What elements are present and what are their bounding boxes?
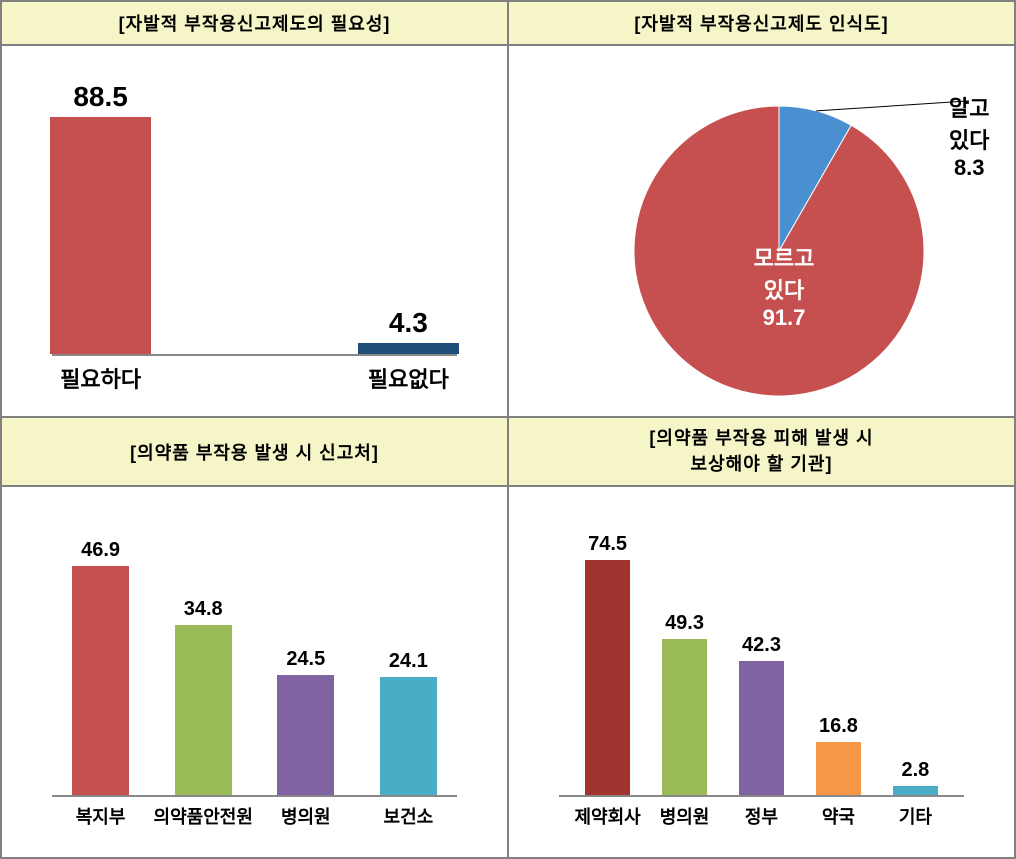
pie-slice-label: 알고있다8.3 xyxy=(949,91,989,181)
bar xyxy=(277,675,334,795)
bar xyxy=(380,677,437,795)
bar xyxy=(816,742,861,795)
bar-value-label: 88.5 xyxy=(52,81,149,113)
bar-value-label: 74.5 xyxy=(559,533,656,556)
bar xyxy=(72,566,129,795)
bar xyxy=(585,560,630,795)
bar-value-label: 42.3 xyxy=(713,634,810,657)
bar-category-label: 의약품안전원 xyxy=(147,803,260,829)
bar xyxy=(50,117,151,354)
pie-chart: 알고있다8.3 모르고있다91.7 xyxy=(519,56,1004,406)
chart-panel-bottom-right: 74.5제약회사49.3병의원42.3정부16.8약국2.8기타 xyxy=(508,486,1015,858)
plot-area: 88.5필요하다4.3필요없다 xyxy=(52,86,457,356)
bar-value-label: 49.3 xyxy=(636,612,733,635)
bar xyxy=(662,639,707,795)
bar-value-label: 24.1 xyxy=(360,650,457,673)
bar-value-label: 4.3 xyxy=(360,307,457,339)
panel-title-bottom-left: [의약품 부작용 발생 시 신고처] xyxy=(1,417,508,485)
bar xyxy=(739,661,784,795)
bar-chart: 88.5 필요하다 4.3 필요없다 xyxy=(12,56,497,406)
title-text: [의약품 부작용 발생 시 신고처] xyxy=(130,439,379,465)
panel-title-top-left: [자발적 부작용신고제도의 필요성] xyxy=(1,1,508,45)
chart-panel-top-right: 알고있다8.3 모르고있다91.7 xyxy=(508,45,1015,417)
bar xyxy=(893,786,938,795)
bar-category-label: 필요하다 xyxy=(44,362,157,394)
bar-value-label: 34.8 xyxy=(155,598,252,621)
title-text: [자발적 부작용신고제도 인식도] xyxy=(634,10,888,36)
bar-value-label: 46.9 xyxy=(52,539,149,562)
plot-area: 46.9복지부34.8의약품안전원24.5병의원24.1보건소 xyxy=(52,527,457,797)
bar-category-label: 기타 xyxy=(859,803,972,829)
bar-category-label: 필요없다 xyxy=(352,362,465,394)
bar-category-label: 보건소 xyxy=(352,803,465,829)
chart-grid: [자발적 부작용신고제도의 필요성] [자발적 부작용신고제도 인식도] 88.… xyxy=(0,0,1016,859)
chart-panel-bottom-left: 46.9 복지부 34.8 의약품안전원 24.5 병의원 24.1 보건소 xyxy=(1,486,508,858)
plot-area: 74.5제약회사49.3병의원42.3정부16.8약국2.8기타 xyxy=(559,527,964,797)
title-text: [자발적 부작용신고제도의 필요성] xyxy=(119,10,391,36)
bar-chart: 74.5제약회사49.3병의원42.3정부16.8약국2.8기타 xyxy=(519,497,1004,847)
leader-line xyxy=(816,101,969,111)
bar-chart: 46.9 복지부 34.8 의약품안전원 24.5 병의원 24.1 보건소 xyxy=(12,497,497,847)
bar xyxy=(175,625,232,795)
pie-slice-label: 모르고있다91.7 xyxy=(729,241,839,331)
bar-category-label: 복지부 xyxy=(44,803,157,829)
chart-panel-top-left: 88.5 필요하다 4.3 필요없다 xyxy=(1,45,508,417)
bar-value-label: 16.8 xyxy=(790,715,887,738)
bar-value-label: 24.5 xyxy=(257,648,354,671)
bar-category-label: 병의원 xyxy=(249,803,362,829)
panel-title-top-right: [자발적 부작용신고제도 인식도] xyxy=(508,1,1015,45)
bar-value-label: 2.8 xyxy=(867,759,964,782)
bar xyxy=(358,343,459,355)
